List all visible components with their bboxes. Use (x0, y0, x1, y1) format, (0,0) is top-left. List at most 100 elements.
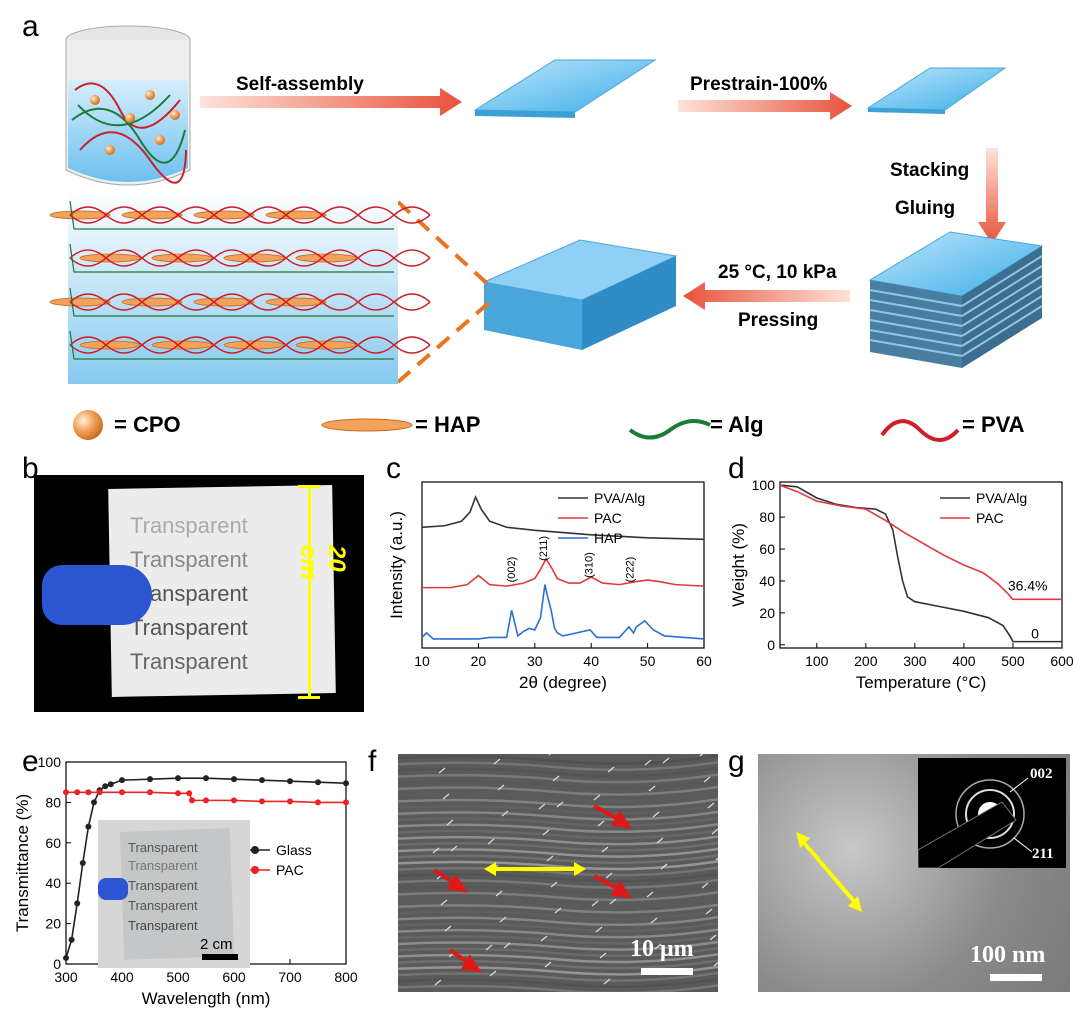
residue-label-pvaalg: 0 (1031, 625, 1039, 641)
bulk-block (482, 239, 678, 350)
data-point (259, 798, 265, 805)
legend-label: PAC (594, 510, 622, 526)
data-point (107, 781, 114, 788)
plot-frame (421, 481, 705, 649)
x-tick-label: 100 (805, 653, 829, 669)
legend-label: Glass (276, 842, 312, 858)
panel-label-d: d (728, 452, 745, 485)
peak-label: (211) (538, 536, 550, 561)
panel-label-a: a (22, 10, 39, 43)
data-point (63, 789, 69, 796)
data-point (85, 823, 92, 830)
y-tick-label: 0 (767, 637, 775, 653)
saed-pattern (917, 777, 1033, 869)
x-axis-label: Wavelength (nm) (142, 989, 271, 1008)
data-point (203, 797, 209, 804)
y-tick-label: 100 (38, 754, 62, 770)
photo-b: Transparent Transparent Transparent Tran… (34, 475, 364, 712)
step-pressing: Pressing (738, 310, 819, 331)
x-axis-label: 2θ (degree) (519, 673, 607, 692)
data-point (189, 797, 195, 804)
data-point (119, 789, 125, 796)
film-text-4: Transparent (130, 615, 248, 640)
x-tick-label: 600 (1050, 653, 1074, 669)
chart-xrd: 10 20 30 40 50 60 2θ (degree) Intensity (a.u.) P… (387, 481, 712, 692)
data-point (85, 789, 92, 796)
series-line-pac (422, 557, 705, 589)
inset-scale-bar (202, 954, 238, 960)
y-axis-label: Transmittance (%) (13, 794, 32, 932)
x-tick-label: 500 (1001, 653, 1025, 669)
x-tick-label: 500 (166, 969, 190, 985)
panel-label-g: g (728, 745, 745, 778)
x-tick-label: 50 (640, 653, 656, 669)
y-axis-label: Weight (%) (729, 523, 748, 607)
series-line-pvaalg (421, 495, 705, 541)
data-point (147, 776, 153, 783)
x-tick-label: 700 (278, 969, 302, 985)
film-1 (473, 59, 657, 118)
inset-photo-e: Transparent Transparent Transparent Tran… (98, 820, 250, 968)
red-arrows-f (432, 804, 633, 973)
x-tick-label: 200 (854, 653, 878, 669)
saed-label-211: 211 (1032, 846, 1054, 862)
x-tick-label: 60 (696, 653, 712, 669)
data-point (68, 936, 75, 943)
data-point (315, 799, 321, 806)
y-tick-label: 20 (45, 916, 61, 932)
x-tick-label: 400 (952, 653, 976, 669)
legend-label: PVA/Alg (594, 490, 645, 506)
film-text-5: Transparent (130, 649, 248, 674)
series-line-pvaalg (779, 484, 1062, 643)
data-point (231, 776, 237, 783)
x-tick-label: 30 (527, 653, 543, 669)
residue-label-pac: 36.4% (1008, 578, 1048, 594)
legend-hap: = HAP (415, 412, 481, 437)
data-point (175, 775, 181, 782)
x-tick-label: 400 (110, 969, 134, 985)
data-point (79, 860, 86, 866)
glove (42, 565, 152, 625)
data-point (259, 777, 265, 784)
legend-label: PAC (276, 862, 304, 878)
x-tick-label: 600 (222, 969, 246, 985)
inset-text-1: Transparent (128, 840, 198, 855)
size-bar (308, 485, 311, 699)
legend-marker (251, 846, 259, 854)
zoom-line-bottom (396, 298, 494, 384)
step-conditions: 25 °C, 10 kPa (718, 262, 837, 283)
y-tick-label: 100 (752, 477, 776, 493)
y-tick-label: 0 (53, 956, 61, 972)
panel-label-c: c (386, 452, 401, 485)
data-point (175, 790, 181, 797)
tem-scale-bar (990, 974, 1042, 981)
series-line-glass (65, 777, 347, 959)
arrow-self-assembly (200, 88, 462, 116)
data-point (74, 789, 81, 796)
sem-scale-label: 10 μm (630, 936, 694, 962)
x-tick-label: 300 (54, 969, 78, 985)
x-tick-label: 40 (583, 653, 599, 669)
step-gluing: Gluing (895, 198, 956, 219)
x-tick-label: 800 (334, 969, 358, 985)
inset-scale-label: 2 cm (200, 936, 233, 953)
schematic-diagram (49, 25, 1044, 442)
inset-text-4: Transparent (128, 898, 198, 913)
chart-transmittance: 300 400 500 600 700 800 0 20 40 60 80 100 Wavelength… (13, 754, 358, 1008)
size-label: 20 cm (295, 545, 350, 580)
cpo-symbol (73, 410, 103, 440)
data-point (102, 783, 109, 790)
data-point (287, 778, 293, 785)
hap-symbol (321, 418, 413, 432)
panel-label-f: f (368, 745, 377, 778)
yellow-arrow-g (798, 836, 860, 908)
zoom-line-top (396, 200, 494, 290)
inset-text-3: Transparent (128, 878, 198, 893)
pva-symbol (880, 419, 960, 442)
y-tick-label: 60 (45, 835, 61, 851)
data-point (91, 799, 97, 806)
y-tick-label: 20 (759, 605, 775, 621)
y-tick-label: 60 (759, 541, 775, 557)
tem-overlay (796, 832, 862, 912)
beaker (65, 25, 191, 186)
